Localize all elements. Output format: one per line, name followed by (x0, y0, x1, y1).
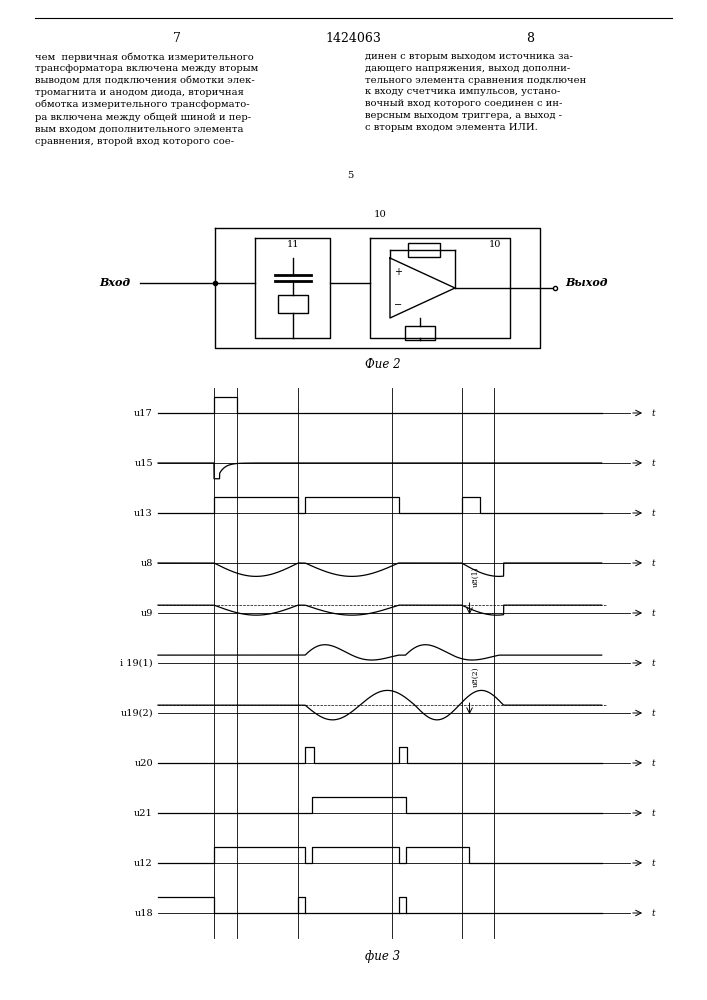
Text: u8: u8 (141, 558, 153, 568)
Text: t: t (651, 458, 655, 468)
Bar (408, 243, 440, 257)
Text: u17: u17 (134, 408, 153, 418)
Text: 8: 8 (526, 32, 534, 45)
Text: t: t (651, 758, 655, 768)
Text: u18: u18 (134, 908, 153, 918)
Text: 7: 7 (173, 32, 181, 45)
Text: u8(2): u8(2) (472, 666, 479, 687)
Text: Выход: Выход (565, 277, 607, 288)
Text: 11: 11 (287, 240, 299, 249)
Text: 5: 5 (347, 170, 354, 180)
Text: t: t (651, 708, 655, 718)
Text: u12: u12 (134, 858, 153, 867)
Text: u21: u21 (134, 808, 153, 818)
Text: u20: u20 (134, 758, 153, 768)
Text: u9: u9 (141, 608, 153, 617)
Text: 10: 10 (489, 240, 501, 249)
Text: 10: 10 (373, 210, 387, 219)
Text: t: t (651, 658, 655, 668)
Text: u8(1): u8(1) (472, 566, 479, 587)
Text: +: + (394, 267, 402, 277)
Text: t: t (651, 858, 655, 867)
Text: t: t (651, 608, 655, 617)
Text: t: t (651, 908, 655, 918)
Bar (405, 326, 435, 340)
Text: t: t (651, 558, 655, 568)
Text: u13: u13 (134, 508, 153, 518)
Text: u19(2): u19(2) (120, 708, 153, 718)
Bar (278, 295, 308, 313)
Text: u15: u15 (134, 458, 153, 468)
Text: Вход: Вход (99, 277, 130, 288)
Text: динен с вторым выходом источника за-
дающего напряжения, выход дополни-
тельного: динен с вторым выходом источника за- даю… (365, 52, 586, 132)
Text: Фие 2: Фие 2 (366, 358, 401, 371)
Text: −: − (394, 300, 402, 310)
Text: t: t (651, 408, 655, 418)
Text: фие 3: фие 3 (366, 950, 401, 963)
Text: 1424063: 1424063 (325, 32, 381, 45)
Text: i 19(1): i 19(1) (120, 658, 153, 668)
Text: t: t (651, 808, 655, 818)
Text: t: t (651, 508, 655, 518)
Text: чем  первичная обмотка измерительного
трансформатора включена между вторым
вывод: чем первичная обмотка измерительного тра… (35, 52, 258, 145)
